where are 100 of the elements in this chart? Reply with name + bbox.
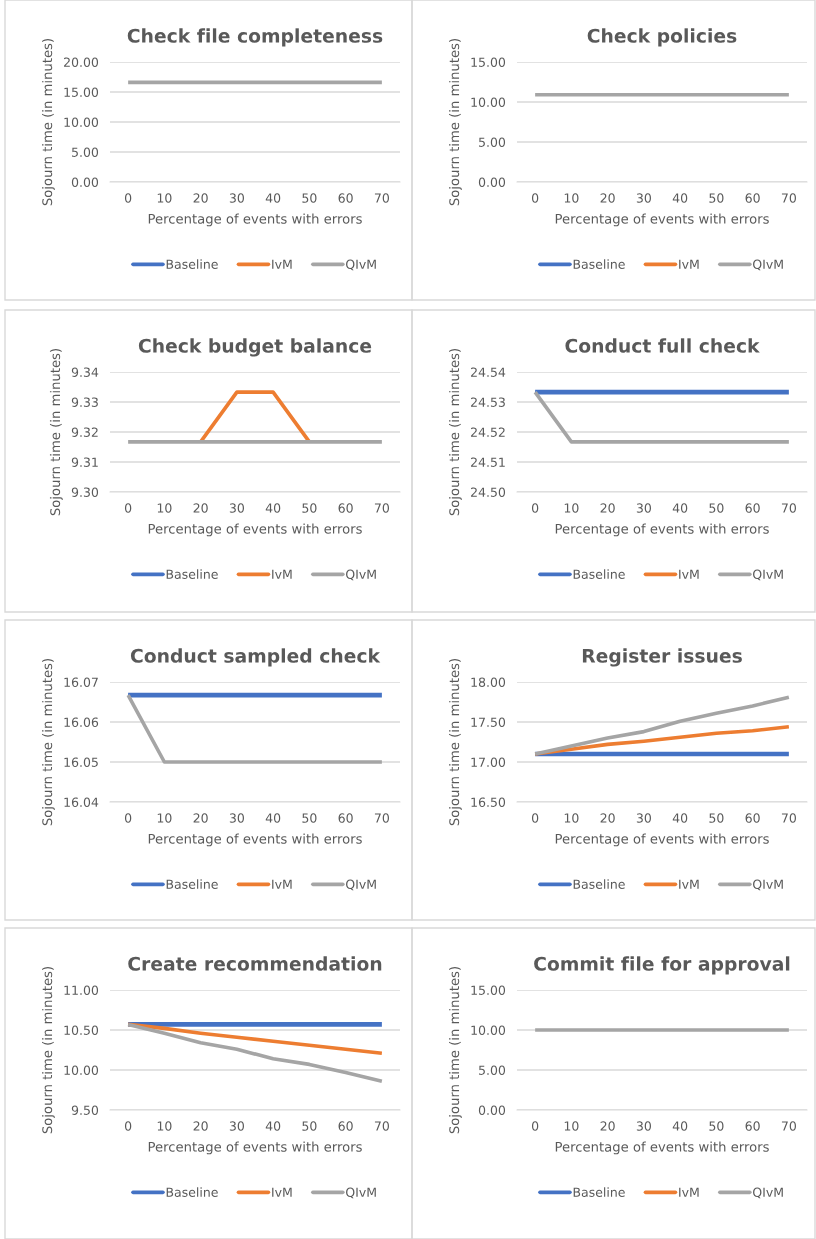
x-tick-label: 30: [636, 1121, 651, 1131]
legend-label: Baseline: [166, 569, 218, 579]
x-axis-title: Percentage of events with errors: [555, 523, 769, 537]
y-axis-title: Sojourn time (in minutes): [49, 349, 63, 516]
y-tick-label: 16.07: [64, 677, 98, 687]
x-tick-label: 50: [709, 193, 724, 203]
line-series: [533, 695, 791, 756]
y-tick-label: 9.34: [71, 367, 99, 377]
legend-label: Baseline: [166, 259, 218, 269]
x-tick-label: 70: [374, 503, 389, 513]
x-tick-label: 0: [124, 193, 132, 203]
x-tick-label: 40: [672, 503, 688, 513]
x-tick-label: 70: [781, 193, 796, 203]
y-tick-label: 24.53: [471, 397, 505, 407]
y-tick-label: 24.51: [471, 457, 505, 467]
legend-label: IvM: [679, 569, 699, 579]
x-tick-label: 0: [124, 1121, 132, 1131]
y-tick-label: 24.50: [471, 487, 506, 497]
x-tick-label: 30: [229, 813, 244, 823]
x-tick-label: 60: [338, 193, 353, 203]
y-tick-label: 16.50: [471, 797, 506, 807]
y-tick-label: 5.00: [479, 137, 506, 147]
y-tick-label: 16.04: [64, 797, 99, 807]
legend-label: Baseline: [166, 1187, 218, 1197]
legend-label: QIvM: [753, 1187, 783, 1199]
legend-label: QIvM: [346, 1187, 376, 1199]
y-axis-title: Sojourn time (in minutes): [449, 659, 462, 826]
y-tick-label: 18.00: [471, 677, 506, 687]
y-tick-label: 16.06: [64, 717, 99, 727]
y-tick-label: 24.54: [471, 367, 506, 377]
y-tick-label: 0.00: [71, 177, 99, 187]
legend-label: IvM: [272, 1187, 292, 1197]
chart-title: Commit file for approval: [534, 956, 790, 975]
x-tick-label: 0: [531, 193, 539, 203]
x-axis-title: Percentage of events with errors: [555, 833, 769, 847]
y-tick-label: 0.00: [478, 1105, 506, 1115]
legend-label: IvM: [272, 259, 292, 269]
x-axis-title: Percentage of events with errors: [148, 523, 362, 537]
chart-title: Conduct sampled check: [130, 648, 381, 667]
x-tick-label: 10: [157, 1121, 172, 1131]
x-tick-label: 50: [709, 1121, 724, 1131]
x-tick-label: 50: [709, 813, 724, 823]
y-tick-label: 15.00: [64, 87, 99, 97]
x-axis-title: Percentage of events with errors: [555, 1141, 769, 1155]
legend-label: QIvM: [753, 879, 783, 891]
x-tick-label: 40: [265, 1121, 281, 1131]
chart-title: Register issues: [582, 648, 742, 667]
x-tick-label: 70: [781, 813, 796, 823]
x-tick-label: 70: [781, 1121, 796, 1131]
legend-label: QIvM: [346, 259, 376, 271]
x-axis-title: Percentage of events with errors: [148, 213, 362, 227]
y-tick-label: 9.33: [71, 397, 98, 407]
x-tick-label: 50: [302, 1121, 317, 1131]
x-tick-label: 10: [157, 813, 172, 823]
y-tick-label: 9.50: [71, 1105, 99, 1115]
x-tick-label: 20: [600, 1121, 615, 1131]
x-tick-label: 10: [564, 193, 579, 203]
y-tick-label: 17.50: [471, 717, 506, 727]
legend-label: IvM: [679, 1187, 699, 1197]
x-tick-label: 20: [193, 813, 208, 823]
x-tick-label: 0: [124, 813, 132, 823]
x-tick-label: 20: [600, 193, 615, 203]
x-tick-label: 20: [600, 813, 615, 823]
x-tick-label: 70: [374, 1121, 389, 1131]
x-tick-label: 40: [672, 193, 688, 203]
x-tick-label: 30: [636, 193, 651, 203]
x-tick-label: 40: [265, 193, 281, 203]
y-tick-label: 10.00: [64, 1065, 99, 1075]
x-tick-label: 50: [302, 193, 317, 203]
x-tick-label: 60: [745, 193, 760, 203]
legend-label: QIvM: [753, 259, 783, 271]
x-tick-label: 60: [745, 503, 760, 513]
legend-label: IvM: [679, 259, 699, 269]
x-tick-label: 50: [302, 503, 317, 513]
x-tick-label: 40: [265, 813, 281, 823]
x-tick-label: 30: [636, 503, 651, 513]
legend-label: IvM: [272, 569, 292, 579]
x-tick-label: 10: [157, 193, 172, 203]
y-tick-label: 0.00: [478, 177, 506, 187]
x-tick-label: 20: [193, 193, 208, 203]
y-tick-label: 11.00: [64, 985, 99, 995]
x-tick-label: 60: [338, 813, 353, 823]
x-tick-label: 10: [564, 503, 579, 513]
x-tick-label: 30: [229, 193, 244, 203]
y-axis-title: Sojourn time (in minutes): [449, 349, 462, 516]
chart-title: Conduct full check: [565, 338, 760, 353]
legend-label: Baseline: [573, 879, 625, 889]
y-axis-title: Sojourn time (in minutes): [42, 967, 55, 1134]
y-tick-label: 5.00: [72, 147, 99, 157]
x-tick-label: 20: [600, 503, 615, 513]
x-axis-title: Percentage of events with errors: [148, 1141, 362, 1155]
chart-title: Check file completeness: [127, 28, 383, 47]
chart-title: Create recommendation: [128, 956, 382, 971]
y-tick-label: 9.31: [71, 457, 98, 467]
x-tick-label: 10: [157, 503, 172, 513]
y-axis-title: Sojourn time (in minutes): [449, 39, 462, 206]
x-tick-label: 40: [672, 1121, 688, 1131]
x-axis-title: Percentage of events with errors: [555, 213, 769, 227]
x-tick-label: 0: [124, 503, 132, 513]
y-tick-label: 17.00: [471, 757, 506, 767]
